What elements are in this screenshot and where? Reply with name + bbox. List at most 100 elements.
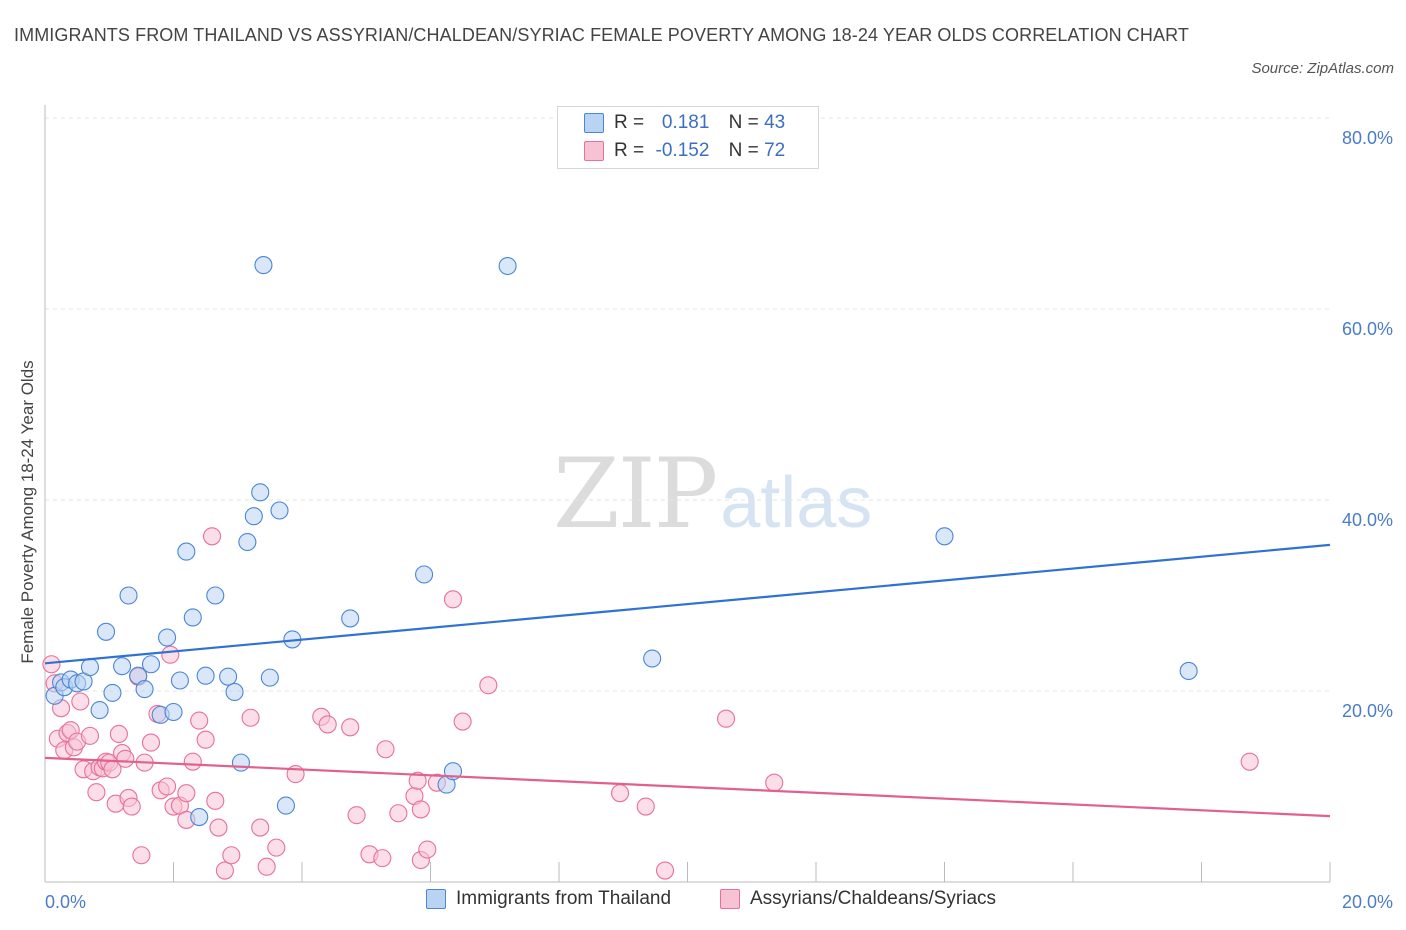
y-tick-label: 80.0% — [1342, 128, 1393, 148]
thailand-point — [196, 666, 215, 685]
thailand-point — [643, 649, 662, 668]
bottom-legend-label: Assyrians/Chaldeans/Syriacs — [750, 888, 997, 909]
assyrians-point — [109, 724, 128, 744]
legend-n-value: 43 — [764, 112, 786, 133]
thailand-point — [260, 668, 279, 687]
legend-r-label: R = — [614, 112, 645, 133]
thailand-point — [141, 655, 161, 674]
assyrians-point — [132, 846, 151, 865]
thailand-point — [90, 701, 109, 720]
assyrians-point — [1240, 752, 1259, 771]
assyrians-point — [161, 645, 180, 664]
assyrians-point — [42, 655, 61, 674]
assyrians-point — [209, 818, 228, 837]
thailand-point — [1179, 661, 1198, 680]
assyrians-point — [196, 730, 215, 749]
thailand-point — [251, 483, 270, 502]
assyrians-point — [341, 718, 360, 737]
assyrians-point — [655, 861, 675, 880]
assyrians-point — [116, 749, 135, 768]
thailand-point — [135, 680, 154, 699]
assyrians-point — [251, 818, 270, 837]
thailand-point — [80, 658, 100, 677]
thailand-point — [96, 622, 116, 641]
legend-r-value: -0.152 — [655, 140, 710, 161]
assyrians-point — [71, 692, 90, 711]
assyrians-point — [610, 784, 630, 803]
assyrians-point — [716, 709, 736, 728]
assyrians-point — [241, 708, 260, 727]
assyrians-point — [373, 849, 392, 868]
legend-n-label: N = — [728, 140, 759, 161]
tick-labels: 20.0% 40.0% 60.0% 80.0% 0.0% 20.0% Female Pove… — [18, 128, 1393, 912]
legend-swatch-blue — [584, 112, 604, 133]
series-thailand-points — [45, 256, 1198, 827]
legend-n-label: N = — [728, 112, 759, 133]
assyrians-point — [318, 715, 337, 734]
thailand-point — [183, 608, 202, 627]
legend-row-assyrians: R = -0.152 N = 72 — [584, 140, 785, 166]
assyrians-point — [267, 838, 286, 857]
thailand-point — [935, 527, 954, 546]
thailand-point — [244, 507, 263, 526]
bottom-legend-thailand: Immigrants from Thailand — [426, 888, 671, 910]
thailand-point — [164, 702, 183, 722]
assyrians-point — [257, 857, 276, 876]
assyrians-point — [408, 771, 427, 790]
y-tick-label: 60.0% — [1342, 319, 1393, 339]
thailand-point — [341, 609, 360, 628]
assyrians-point — [158, 777, 177, 796]
axes — [44, 105, 1331, 883]
thailand-point — [225, 682, 244, 702]
thailand-point — [276, 796, 295, 815]
bottom-legend-assyrians: Assyrians/Chaldeans/Syriacs — [720, 888, 996, 910]
assyrians-point — [122, 797, 141, 816]
assyrians-point — [183, 752, 202, 771]
chart-title: IMMIGRANTS FROM THAILAND VS ASSYRIAN/CHA… — [14, 25, 1189, 45]
assyrians-point — [389, 804, 408, 823]
assyrians-point — [636, 797, 655, 816]
thailand-point — [254, 256, 273, 275]
assyrians-point — [141, 733, 161, 752]
thailand-trend-line — [44, 543, 1331, 665]
thailand-point — [177, 542, 196, 561]
watermark-atlas: atlas — [720, 463, 873, 543]
assyrians-point — [190, 711, 209, 730]
legend-row-thailand: R = 0.181 N = 43 — [584, 112, 785, 138]
thailand-point — [103, 683, 122, 702]
legend-r-value: 0.181 — [661, 112, 710, 133]
thailand-point — [270, 501, 289, 520]
bottom-legend-label: Immigrants from Thailand — [456, 888, 672, 909]
thailand-point — [231, 753, 251, 772]
series-assyrians-points — [42, 527, 1259, 880]
x-tick-label-max: 20.0% — [1342, 892, 1393, 912]
y-tick-label: 20.0% — [1342, 701, 1393, 721]
assyrians-point — [206, 791, 225, 810]
watermark-zip: ZIP — [553, 438, 718, 550]
assyrians-point — [177, 784, 196, 803]
assyrians-point — [443, 590, 463, 609]
x-tick-label-min: 0.0% — [45, 892, 86, 912]
assyrians-point — [411, 800, 430, 819]
assyrians-point — [203, 527, 222, 546]
legend-swatch-pink — [584, 140, 604, 161]
thailand-point — [219, 667, 238, 686]
assyrians-trend-line — [44, 756, 1331, 818]
assyrians-point — [765, 773, 784, 792]
source-label: Source: ZipAtlas.com — [1251, 60, 1394, 77]
assyrians-point — [87, 783, 106, 802]
assyrians-point — [376, 740, 395, 759]
legend-r-label: R = — [614, 140, 645, 161]
legend-swatch-pink — [720, 888, 740, 909]
assyrians-point — [215, 861, 234, 880]
thailand-point — [119, 586, 138, 605]
assyrians-point — [80, 726, 100, 745]
assyrians-point — [453, 712, 472, 731]
thailand-point — [190, 808, 209, 827]
thailand-point — [498, 256, 517, 276]
thailand-point — [238, 532, 257, 552]
assyrians-point — [347, 806, 366, 825]
assyrians-point — [479, 676, 498, 695]
assyrians-point — [418, 840, 437, 859]
